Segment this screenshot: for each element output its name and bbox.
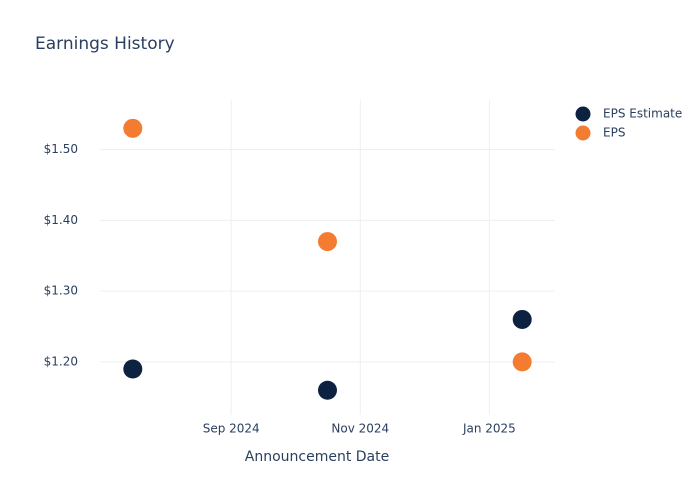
y-tick-label: $1.30 [44, 284, 78, 298]
data-point [123, 118, 143, 138]
y-tick-label: $1.20 [44, 354, 78, 368]
data-point [512, 352, 532, 372]
y-tick-label: $1.50 [44, 142, 78, 156]
legend-label: EPS [603, 126, 625, 140]
legend-marker [575, 125, 591, 141]
x-axis-title: Announcement Date [245, 449, 389, 465]
x-tick-label: Sep 2024 [203, 422, 260, 436]
legend-label: EPS Estimate [603, 107, 682, 121]
data-point [512, 309, 532, 329]
x-tick-label: Jan 2025 [462, 422, 516, 436]
chart-title: Earnings History [35, 34, 175, 54]
data-point [123, 359, 143, 379]
legend-marker [575, 106, 591, 122]
x-tick-label: Nov 2024 [331, 422, 389, 436]
y-tick-label: $1.40 [44, 213, 78, 227]
data-point [318, 380, 337, 400]
data-point [318, 232, 337, 252]
